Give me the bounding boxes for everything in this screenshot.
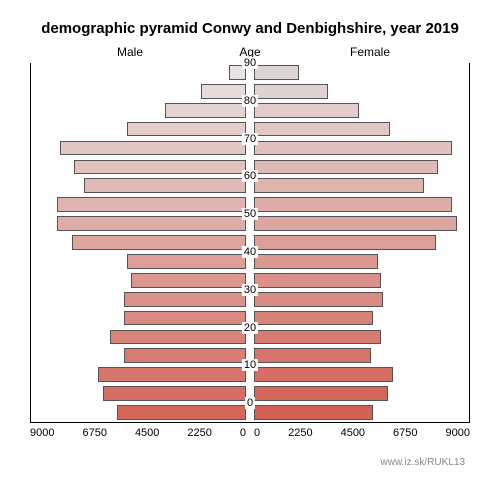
male-label: Male [30, 45, 230, 59]
female-bar [254, 122, 390, 137]
female-bar [254, 405, 373, 420]
male-bar [124, 311, 246, 326]
x-axis-left: 90006750450022500 [30, 427, 246, 451]
male-bar [165, 103, 246, 118]
age-tick: 50 [242, 208, 258, 220]
pyramid-plot-area: 9080706050403020100 [30, 63, 470, 423]
female-bar [254, 178, 424, 193]
x-tick-label: 9000 [30, 427, 54, 451]
pyramid-chart: demographic pyramid Conwy and Denbighshi… [0, 0, 500, 500]
watermark: www.iz.sk/RUKL13 [381, 457, 465, 468]
age-tick: 40 [242, 246, 258, 258]
age-tick: 80 [242, 95, 258, 107]
female-bar [254, 330, 381, 345]
age-tick: 60 [242, 170, 258, 182]
female-bar [254, 141, 452, 156]
male-bar [57, 216, 246, 231]
female-bar [254, 84, 328, 99]
female-bar [254, 273, 381, 288]
female-bar [254, 367, 393, 382]
male-bar [84, 178, 246, 193]
male-bar [103, 386, 246, 401]
female-bar [254, 254, 378, 269]
x-tick-label: 9000 [446, 427, 470, 451]
x-tick-label: 4500 [135, 427, 159, 451]
age-tick: 10 [242, 359, 258, 371]
male-bar [74, 160, 246, 175]
male-bar [110, 330, 246, 345]
age-tick: 20 [242, 322, 258, 334]
male-bar [131, 273, 246, 288]
x-tick-label: 4500 [341, 427, 365, 451]
age-tick: 90 [242, 57, 258, 69]
age-tick: 70 [242, 133, 258, 145]
male-bar [60, 141, 246, 156]
male-bar [201, 84, 246, 99]
male-bar [124, 348, 246, 363]
x-tick-label: 0 [254, 427, 260, 451]
male-bar [117, 405, 246, 420]
male-bar [124, 292, 246, 307]
male-bar [72, 235, 246, 250]
male-bar [98, 367, 246, 382]
x-axis: 9000 6750 4500 2250 0 0 2250 4500 6750 9000 [30, 427, 470, 451]
female-bar [254, 311, 373, 326]
female-bar [254, 292, 383, 307]
age-tick: 30 [242, 284, 258, 296]
female-bar [254, 197, 452, 212]
x-tick-label: 6750 [82, 427, 106, 451]
female-bar [254, 216, 457, 231]
female-bar [254, 235, 436, 250]
chart-title: demographic pyramid Conwy and Denbighshi… [30, 20, 470, 37]
x-tick-label: 6750 [393, 427, 417, 451]
female-bar [254, 160, 438, 175]
male-bar [127, 254, 246, 269]
female-bar [254, 386, 388, 401]
age-tick: 0 [245, 397, 255, 409]
male-bar [127, 122, 246, 137]
female-bar [254, 348, 371, 363]
x-tick-label: 2250 [288, 427, 312, 451]
x-axis-right: 0 2250 4500 6750 9000 [254, 427, 470, 451]
female-bar [254, 103, 359, 118]
female-label: Female [270, 45, 470, 59]
x-tick-label: 2250 [187, 427, 211, 451]
male-bar [57, 197, 246, 212]
female-bar [254, 65, 299, 80]
